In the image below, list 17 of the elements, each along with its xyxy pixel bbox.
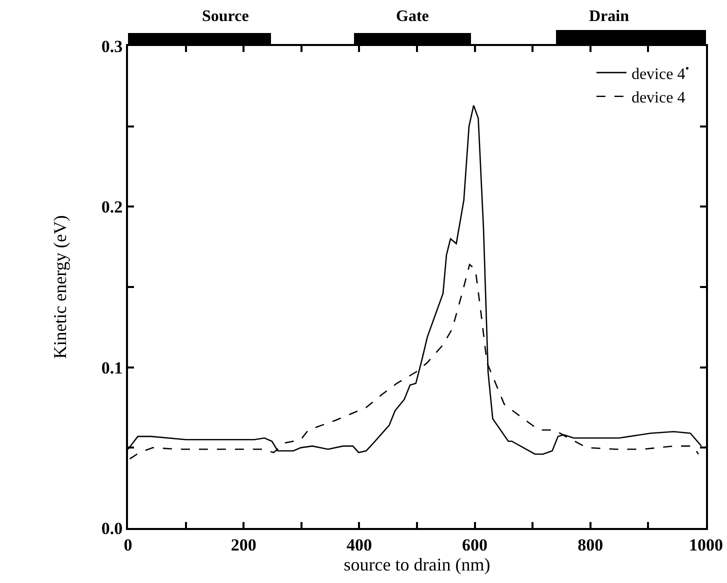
x-tick-label: 400: [346, 535, 372, 554]
x-tick-label: 800: [578, 535, 604, 554]
y-tick-label: 0.2: [101, 198, 123, 217]
y-axis-title: Kinetic energy (eV): [50, 215, 70, 359]
x-tick-label: 0: [124, 535, 132, 554]
x-axis-title: source to drain (nm): [344, 554, 490, 574]
text: Source: [202, 8, 249, 25]
text: Gate: [396, 8, 429, 25]
legend-label: device 4: [631, 90, 686, 107]
y-tick-label: 0.1: [101, 358, 123, 378]
x-tick-label: 600: [462, 535, 488, 554]
text: Drain: [589, 8, 630, 25]
x-tick-label: 1000: [689, 535, 723, 554]
legend-label: device 4$^{•}$: [631, 63, 690, 83]
y-tick-label: 0.3: [101, 36, 123, 56]
y-tick-label: 0.0: [101, 518, 123, 538]
x-tick-label: 200: [230, 535, 256, 554]
